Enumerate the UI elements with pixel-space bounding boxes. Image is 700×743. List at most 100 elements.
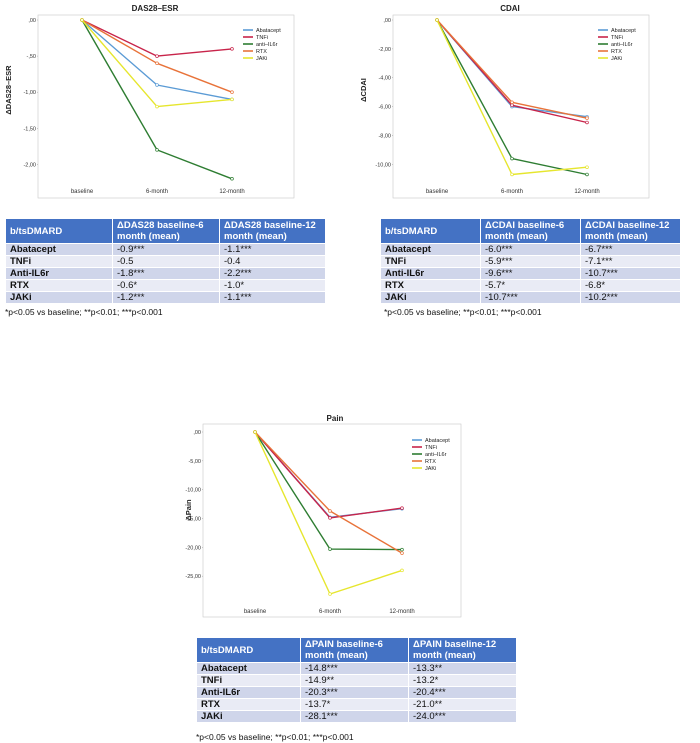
row-label: TNFi <box>5 255 113 268</box>
col-header-12-month: ΔPAIN baseline-12 month (mean) <box>408 637 517 663</box>
pain-y-ticks: ,00 -5,00 -10,00 -15,00 -20,00 -25,00 <box>185 430 203 580</box>
row-label: Abatacept <box>380 243 481 256</box>
cdai-y-tick-label: -10,00 <box>375 162 391 168</box>
cell-12-month: -6.7*** <box>580 243 681 256</box>
cdai-data-point <box>585 120 589 125</box>
cdai-x-tick-label: 12-month <box>574 189 599 195</box>
cell-6-month: -13.7* <box>300 698 409 711</box>
cdai-data-point <box>585 172 589 177</box>
pain-y-axis-label: ΔPain <box>184 499 193 521</box>
das28-legend-label: TNFi <box>256 35 268 41</box>
row-label: Abatacept <box>5 243 113 256</box>
col-header-6-month: ΔDAS28 baseline-6 month (mean) <box>112 218 220 244</box>
pain-data-point <box>328 547 332 551</box>
das28-series-lines <box>80 18 234 181</box>
cell-12-month: -1.1*** <box>219 243 326 256</box>
table-row: Anti-IL6r -9.6*** -10.7*** <box>380 267 681 280</box>
das28-legend-label: RTX <box>256 49 267 55</box>
cell-6-month: -0.6* <box>112 279 220 292</box>
cdai-y-tick-label: ,00 <box>383 18 391 24</box>
row-label: JAKi <box>5 291 113 304</box>
pain-series-lines <box>253 430 404 596</box>
pain-data-point <box>253 430 257 434</box>
row-label: JAKi <box>196 710 301 723</box>
row-label: TNFi <box>196 674 301 687</box>
das28-y-axis-label: ΔDAS28–ESR <box>4 65 13 115</box>
cdai-data-point <box>585 116 589 120</box>
das28-data-point <box>155 83 159 87</box>
table-row: RTX -5.7* -6.8* <box>380 279 681 292</box>
das28-y-tick-label: ,00 <box>28 18 36 24</box>
das28-data-point <box>155 54 159 58</box>
cdai-data-point <box>510 103 514 107</box>
cdai-data-point <box>510 100 514 105</box>
cell-6-month: -5.7* <box>480 279 581 292</box>
cdai-legend-label: TNFi <box>611 35 623 41</box>
das28-chart-title: DAS28–ESR <box>132 4 179 13</box>
pain-legend-label: Abatacept <box>425 438 450 444</box>
table-header-row: b/tsDMARD ΔCDAI baseline-6 month (mean) … <box>380 218 681 244</box>
table-header-row: b/tsDMARD ΔPAIN baseline-6 month (mean) … <box>196 637 517 663</box>
das28-legend-label: JAKi <box>256 56 267 62</box>
cell-6-month: -6.0*** <box>480 243 581 256</box>
col-header-6-month: ΔCDAI baseline-6 month (mean) <box>480 218 581 244</box>
das28-y-tick-label: -,50 <box>27 54 36 60</box>
table-row: Abatacept -14.8*** -13.3** <box>196 662 517 675</box>
pain-series-line-abatacept <box>254 431 403 519</box>
das28-x-tick-label: baseline <box>71 189 94 195</box>
cdai-series-line-anti-il6r <box>436 19 588 176</box>
cell-6-month: -0.9*** <box>112 243 220 256</box>
das28-footnote: *p<0.05 vs baseline; **p<0.01; ***p<0.00… <box>5 307 163 317</box>
cell-12-month: -20.4*** <box>408 686 517 699</box>
col-header-drug: b/tsDMARD <box>196 637 301 663</box>
cdai-y-tick-label: -2,00 <box>378 47 391 53</box>
das28-x-ticks: baseline 6-month 12-month <box>71 189 245 195</box>
das28-x-tick-label: 12-month <box>219 189 244 195</box>
pain-x-tick-label: 6-month <box>319 609 341 615</box>
row-label: Anti-IL6r <box>380 267 481 280</box>
pain-data-point <box>400 551 404 555</box>
cell-6-month: -14.9** <box>300 674 409 687</box>
das28-y-tick-label: -2,00 <box>23 162 36 168</box>
pain-y-tick-label: -5,00 <box>188 459 201 465</box>
das28-y-tick-label: -1,00 <box>23 90 36 96</box>
cdai-y-tick-label: -6,00 <box>378 105 391 111</box>
pain-series-line-anti-il6r <box>254 431 403 551</box>
table-row: TNFi -14.9** -13.2* <box>196 674 517 687</box>
table-row: RTX -0.6* -1.0* <box>5 279 326 292</box>
row-label: JAKi <box>380 291 481 304</box>
cdai-data-point <box>435 18 439 22</box>
cell-12-month: -1.1*** <box>219 291 326 304</box>
table-header-row: b/tsDMARD ΔDAS28 baseline-6 month (mean)… <box>5 218 326 244</box>
das28-series-line-anti-il6r <box>81 19 233 180</box>
table-row: Abatacept -6.0*** -6.7*** <box>380 243 681 256</box>
cell-6-month: -0.5 <box>112 255 220 268</box>
das28-data-point <box>230 47 234 51</box>
cell-6-month: -10.7*** <box>480 291 581 304</box>
table-row: Abatacept -0.9*** -1.1*** <box>5 243 326 256</box>
pain-results-table: b/tsDMARD ΔPAIN baseline-6 month (mean) … <box>196 637 517 723</box>
col-header-drug: b/tsDMARD <box>5 218 113 244</box>
pain-plot-frame <box>202 423 462 618</box>
cdai-y-axis-label: ΔCDAI <box>359 78 368 102</box>
cell-6-month: -9.6*** <box>480 267 581 280</box>
das28-data-point <box>155 104 159 109</box>
cdai-y-tick-label: -8,00 <box>378 133 391 139</box>
table-row: JAKi -1.2*** -1.1*** <box>5 291 326 304</box>
col-header-12-month: ΔCDAI baseline-12 month (mean) <box>580 218 681 244</box>
pain-series-line-rtx <box>254 431 403 554</box>
cell-12-month: -13.2* <box>408 674 517 687</box>
cdai-data-point <box>510 156 514 161</box>
pain-data-point <box>328 516 332 520</box>
pain-x-ticks: baseline 6-month 12-month <box>244 609 415 615</box>
table-row: JAKi -28.1*** -24.0*** <box>196 710 517 723</box>
row-label: RTX <box>196 698 301 711</box>
cell-6-month: -20.3*** <box>300 686 409 699</box>
col-header-12-month: ΔDAS28 baseline-12 month (mean) <box>219 218 326 244</box>
cell-12-month: -2.2*** <box>219 267 326 280</box>
pain-y-tick-label: -15,00 <box>185 517 201 523</box>
cell-6-month: -5.9*** <box>480 255 581 268</box>
pain-data-point <box>400 547 404 552</box>
